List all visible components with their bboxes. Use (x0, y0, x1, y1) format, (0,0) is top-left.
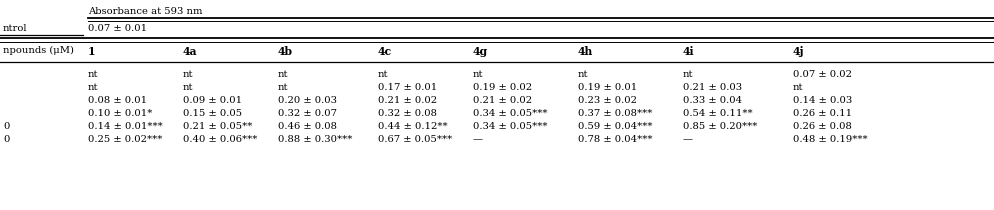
Text: nt: nt (473, 70, 483, 79)
Text: 0.88 ± 0.30***: 0.88 ± 0.30*** (278, 135, 353, 144)
Text: nt: nt (88, 83, 98, 92)
Text: ntrol: ntrol (3, 24, 28, 33)
Text: 0.23 ± 0.02: 0.23 ± 0.02 (578, 96, 637, 105)
Text: 0.34 ± 0.05***: 0.34 ± 0.05*** (473, 109, 548, 118)
Text: nt: nt (278, 70, 288, 79)
Text: 4i: 4i (683, 46, 695, 57)
Text: nt: nt (378, 70, 389, 79)
Text: 0.26 ± 0.08: 0.26 ± 0.08 (793, 122, 852, 131)
Text: 4a: 4a (183, 46, 198, 57)
Text: 0.78 ± 0.04***: 0.78 ± 0.04*** (578, 135, 652, 144)
Text: 0.19 ± 0.01: 0.19 ± 0.01 (578, 83, 637, 92)
Text: 0.21 ± 0.02: 0.21 ± 0.02 (378, 96, 437, 105)
Text: 0.10 ± 0.01*: 0.10 ± 0.01* (88, 109, 152, 118)
Text: 0.85 ± 0.20***: 0.85 ± 0.20*** (683, 122, 757, 131)
Text: 0.25 ± 0.02***: 0.25 ± 0.02*** (88, 135, 162, 144)
Text: 0.15 ± 0.05: 0.15 ± 0.05 (183, 109, 243, 118)
Text: 0.44 ± 0.12**: 0.44 ± 0.12** (378, 122, 447, 131)
Text: 0.59 ± 0.04***: 0.59 ± 0.04*** (578, 122, 652, 131)
Text: 4b: 4b (278, 46, 293, 57)
Text: 0.17 ± 0.01: 0.17 ± 0.01 (378, 83, 437, 92)
Text: 0.07 ± 0.02: 0.07 ± 0.02 (793, 70, 852, 79)
Text: 0.14 ± 0.01***: 0.14 ± 0.01*** (88, 122, 163, 131)
Text: —: — (473, 135, 483, 144)
Text: nt: nt (683, 70, 694, 79)
Text: 0.46 ± 0.08: 0.46 ± 0.08 (278, 122, 337, 131)
Text: 0.48 ± 0.19***: 0.48 ± 0.19*** (793, 135, 868, 144)
Text: npounds (μM): npounds (μM) (3, 46, 74, 55)
Text: 4g: 4g (473, 46, 488, 57)
Text: nt: nt (578, 70, 588, 79)
Text: 0.21 ± 0.05**: 0.21 ± 0.05** (183, 122, 252, 131)
Text: nt: nt (183, 83, 194, 92)
Text: 0: 0 (3, 135, 9, 144)
Text: 0.19 ± 0.02: 0.19 ± 0.02 (473, 83, 532, 92)
Text: 1: 1 (88, 46, 95, 57)
Text: 0.32 ± 0.07: 0.32 ± 0.07 (278, 109, 337, 118)
Text: 0.37 ± 0.08***: 0.37 ± 0.08*** (578, 109, 652, 118)
Text: 0.07 ± 0.01: 0.07 ± 0.01 (88, 24, 147, 33)
Text: 0: 0 (3, 122, 9, 131)
Text: 4h: 4h (578, 46, 593, 57)
Text: Absorbance at 593 nm: Absorbance at 593 nm (88, 7, 203, 16)
Text: 4j: 4j (793, 46, 804, 57)
Text: 0.54 ± 0.11**: 0.54 ± 0.11** (683, 109, 752, 118)
Text: 0.40 ± 0.06***: 0.40 ± 0.06*** (183, 135, 257, 144)
Text: 0.20 ± 0.03: 0.20 ± 0.03 (278, 96, 337, 105)
Text: 0.09 ± 0.01: 0.09 ± 0.01 (183, 96, 243, 105)
Text: 0.32 ± 0.08: 0.32 ± 0.08 (378, 109, 437, 118)
Text: 0.34 ± 0.05***: 0.34 ± 0.05*** (473, 122, 548, 131)
Text: 4c: 4c (378, 46, 392, 57)
Text: —: — (683, 135, 693, 144)
Text: 0.21 ± 0.03: 0.21 ± 0.03 (683, 83, 743, 92)
Text: nt: nt (793, 83, 803, 92)
Text: nt: nt (88, 70, 98, 79)
Text: 0.33 ± 0.04: 0.33 ± 0.04 (683, 96, 743, 105)
Text: nt: nt (278, 83, 288, 92)
Text: nt: nt (183, 70, 194, 79)
Text: 0.21 ± 0.02: 0.21 ± 0.02 (473, 96, 532, 105)
Text: 0.08 ± 0.01: 0.08 ± 0.01 (88, 96, 147, 105)
Text: 0.14 ± 0.03: 0.14 ± 0.03 (793, 96, 852, 105)
Text: 0.26 ± 0.11: 0.26 ± 0.11 (793, 109, 852, 118)
Text: 0.67 ± 0.05***: 0.67 ± 0.05*** (378, 135, 452, 144)
